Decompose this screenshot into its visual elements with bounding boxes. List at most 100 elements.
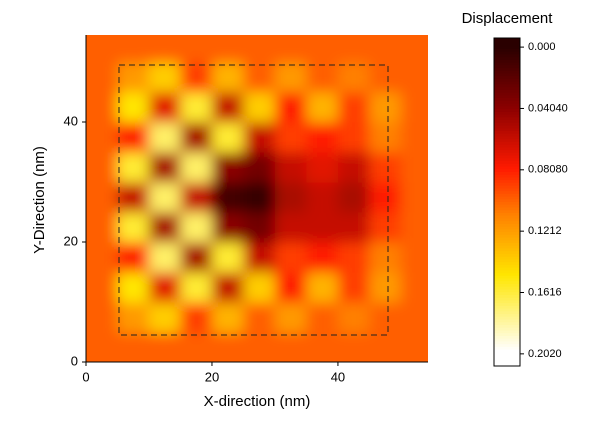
colorbar-band xyxy=(494,65,520,69)
colorbar-band xyxy=(494,289,520,293)
colorbar-band xyxy=(494,352,520,356)
colorbar-band xyxy=(494,259,520,263)
cell xyxy=(369,242,402,273)
cell xyxy=(306,35,339,63)
x-tick-label: 0 xyxy=(82,369,89,384)
colorbar-band xyxy=(494,240,520,244)
cell xyxy=(180,332,213,362)
colorbar-band xyxy=(494,360,520,364)
cell xyxy=(306,212,339,243)
cell xyxy=(400,242,428,273)
cell xyxy=(337,92,370,123)
cell xyxy=(337,122,370,153)
cell xyxy=(243,152,276,183)
cell xyxy=(211,182,244,213)
colorbar-band xyxy=(494,305,520,310)
colorbar-band xyxy=(494,245,520,249)
cell xyxy=(306,92,339,123)
cell xyxy=(148,242,181,273)
colorbar-band xyxy=(494,311,520,315)
colorbar: 0.000 0.04040 0.08080 0.1212 0.1616 0.2020 xyxy=(494,38,568,367)
colorbar-band xyxy=(494,210,520,214)
cell xyxy=(117,152,150,183)
colorbar-band xyxy=(494,215,520,219)
colorbar-band xyxy=(494,158,520,162)
cell xyxy=(400,272,428,303)
colorbar-band xyxy=(494,136,520,140)
cell xyxy=(369,122,402,153)
cell xyxy=(400,35,428,63)
cell xyxy=(180,242,213,273)
colorbar-band xyxy=(494,229,520,233)
colorbar-band xyxy=(494,92,520,96)
cell xyxy=(243,62,276,93)
cell xyxy=(180,35,213,63)
colorbar-band xyxy=(494,221,520,225)
colorbar-band xyxy=(494,68,520,72)
cell xyxy=(306,332,339,362)
cell xyxy=(180,122,213,153)
colorbar-band xyxy=(494,330,520,334)
colorbar-band xyxy=(494,308,520,312)
cell xyxy=(369,152,402,183)
colorbar-band xyxy=(494,207,520,211)
cell xyxy=(211,35,244,63)
colorbar-band xyxy=(494,243,520,247)
cell xyxy=(369,62,402,93)
colorbar-band xyxy=(494,251,520,255)
colorbar-tick-label: 0.04040 xyxy=(528,102,568,114)
colorbar-band xyxy=(494,193,520,198)
cell xyxy=(243,272,276,303)
cell xyxy=(243,302,276,333)
colorbar-band xyxy=(494,327,520,331)
cell xyxy=(86,272,118,303)
colorbar-band xyxy=(494,59,520,64)
colorbar-band xyxy=(494,300,520,304)
colorbar-band xyxy=(494,322,520,326)
axes: 0 20 40 0 20 40 xyxy=(64,113,346,384)
cell xyxy=(243,122,276,153)
colorbar-band xyxy=(494,51,520,55)
colorbar-band xyxy=(494,46,520,50)
cell xyxy=(86,35,118,63)
cell xyxy=(400,332,428,362)
cell xyxy=(148,152,181,183)
colorbar-band xyxy=(494,182,520,187)
colorbar-tick-label: 0.2020 xyxy=(528,348,562,360)
cell xyxy=(400,62,428,93)
colorbar-band xyxy=(494,95,520,99)
colorbar-band xyxy=(494,43,520,47)
colorbar-band xyxy=(494,226,520,230)
colorbar-band xyxy=(494,232,520,236)
colorbar-band xyxy=(494,98,520,102)
colorbar-band xyxy=(494,218,520,222)
cell xyxy=(211,92,244,123)
colorbar-band xyxy=(494,212,520,217)
cell xyxy=(400,302,428,333)
cell xyxy=(369,35,402,63)
colorbar-band xyxy=(494,196,520,200)
colorbar-band xyxy=(494,155,520,159)
cell xyxy=(180,212,213,243)
cell xyxy=(148,92,181,123)
colorbar-band xyxy=(494,316,520,321)
cell xyxy=(211,242,244,273)
colorbar-band xyxy=(494,273,520,277)
colorbar-band xyxy=(494,76,520,80)
cell xyxy=(243,332,276,362)
colorbar-band xyxy=(494,349,520,353)
cell xyxy=(369,272,402,303)
colorbar-band xyxy=(494,114,520,118)
y-tick-label: 40 xyxy=(64,113,78,128)
cell xyxy=(369,182,402,213)
colorbar-band xyxy=(494,130,520,135)
colorbar-band xyxy=(494,100,520,105)
colorbar-band xyxy=(494,346,520,351)
colorbar-band xyxy=(494,106,520,110)
boundary-box xyxy=(118,64,389,336)
cell xyxy=(369,302,402,333)
colorbar-band xyxy=(494,141,520,146)
cell xyxy=(211,272,244,303)
cell xyxy=(148,122,181,153)
